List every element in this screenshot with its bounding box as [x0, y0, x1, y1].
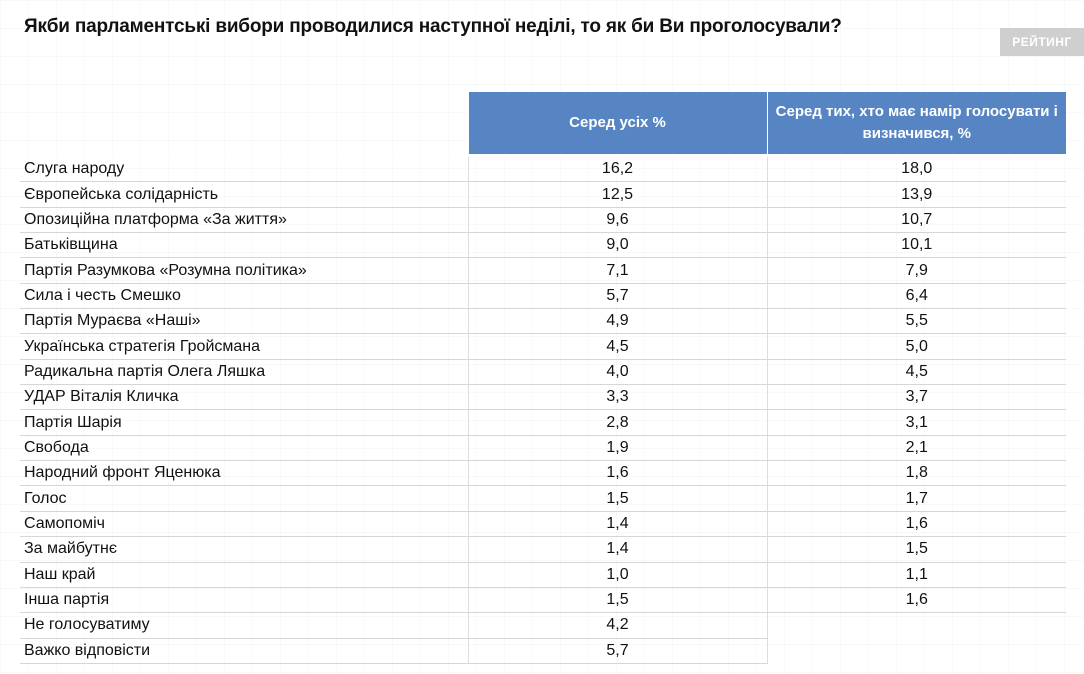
- cell-value: 6,4: [766, 283, 1066, 310]
- cell-value: 1,1: [766, 562, 1066, 588]
- results-table: Серед усіх % Серед тих, хто має намір го…: [20, 92, 1066, 664]
- cell-value: 3,1: [766, 409, 1066, 436]
- table-row: Партія Мураєва «Наші» 4,9 5,5: [20, 308, 1066, 335]
- blank-header: [20, 92, 468, 156]
- row-label: Партія Шарія: [20, 409, 468, 436]
- row-label: Опозиційна платформа «За життя»: [20, 207, 468, 234]
- cell-value: 9,0: [467, 232, 767, 259]
- cell-value: 1,7: [766, 485, 1066, 512]
- row-label: Слуга народу: [20, 153, 468, 183]
- cell-value: 5,7: [467, 638, 767, 664]
- cell-value: 5,0: [766, 333, 1066, 360]
- row-label: УДАР Віталія Кличка: [20, 384, 468, 411]
- row-label: Народний фронт Яценюка: [20, 460, 468, 487]
- row-label: Важко відповісти: [20, 638, 468, 664]
- table-row: Радикальна партія Олега Ляшка 4,0 4,5: [20, 359, 1066, 386]
- row-label: Сила і честь Смешко: [20, 283, 468, 310]
- table-row: Не голосуватиму 4,2: [20, 612, 1066, 639]
- cell-value: 1,5: [766, 536, 1066, 563]
- table-row: Наш край 1,0 1,1: [20, 562, 1066, 588]
- cell-value: 1,5: [467, 485, 767, 512]
- cell-value: 4,9: [467, 308, 767, 335]
- row-label: Партія Мураєва «Наші»: [20, 308, 468, 335]
- cell-value: 1,4: [467, 536, 767, 563]
- empty-cell: [766, 638, 1066, 664]
- row-label: Інша партія: [20, 587, 468, 614]
- header-row: Серед усіх % Серед тих, хто має намір го…: [20, 92, 1066, 156]
- table-row: Українська стратегія Гройсмана 4,5 5,0: [20, 333, 1066, 360]
- cell-value: 1,0: [467, 562, 767, 588]
- cell-value: 1,9: [467, 435, 767, 462]
- row-label: Українська стратегія Гройсмана: [20, 333, 468, 360]
- table-row: УДАР Віталія Кличка 3,3 3,7: [20, 384, 1066, 411]
- table-row: Партія Разумкова «Розумна політика» 7,1 7,…: [20, 257, 1066, 284]
- cell-value: 16,2: [467, 153, 767, 183]
- cell-value: 7,9: [766, 257, 1066, 284]
- cell-value: 4,2: [467, 612, 767, 639]
- table-row: Слуга народу 16,2 18,0: [20, 153, 1066, 183]
- table-row: Опозиційна платформа «За життя» 9,6 10,7: [20, 207, 1066, 234]
- table-row: Важко відповісти 5,7: [20, 638, 1066, 664]
- empty-cell: [766, 612, 1066, 639]
- table-row: Народний фронт Яценюка 1,6 1,8: [20, 460, 1066, 487]
- cell-value: 12,5: [467, 181, 767, 208]
- column-header: Серед усіх %: [467, 92, 767, 156]
- table-row: Сила і честь Смешко 5,7 6,4: [20, 283, 1066, 310]
- table-row: Голос 1,5 1,7: [20, 485, 1066, 512]
- row-label: Радикальна партія Олега Ляшка: [20, 359, 468, 386]
- logo: РЕЙТИНГ: [1000, 28, 1084, 56]
- row-label: Самопоміч: [20, 511, 468, 538]
- cell-value: 4,5: [467, 333, 767, 360]
- row-label: За майбутнє: [20, 536, 468, 563]
- row-label: Свобода: [20, 435, 468, 462]
- row-label: Не голосуватиму: [20, 612, 468, 639]
- table-row: За майбутнє 1,4 1,5: [20, 536, 1066, 563]
- cell-value: 10,7: [766, 207, 1066, 234]
- cell-value: 10,1: [766, 232, 1066, 259]
- cell-value: 1,6: [766, 587, 1066, 614]
- cell-value: 5,5: [766, 308, 1066, 335]
- cell-value: 2,1: [766, 435, 1066, 462]
- row-label: Наш край: [20, 562, 468, 588]
- cell-value: 1,6: [766, 511, 1066, 538]
- title: Якби парламентські вибори проводилися на…: [24, 16, 842, 37]
- cell-value: 18,0: [766, 153, 1066, 183]
- cell-value: 1,6: [467, 460, 767, 487]
- cell-value: 4,0: [467, 359, 767, 386]
- cell-value: 1,4: [467, 511, 767, 538]
- row-label: Голос: [20, 485, 468, 512]
- cell-value: 13,9: [766, 181, 1066, 208]
- row-label: Партія Разумкова «Розумна політика»: [20, 257, 468, 284]
- table-row: Інша партія 1,5 1,6: [20, 587, 1066, 614]
- table-row: Самопоміч 1,4 1,6: [20, 511, 1066, 538]
- cell-value: 1,8: [766, 460, 1066, 487]
- cell-value: 3,3: [467, 384, 767, 411]
- column-header: Серед тих, хто має намір голосувати і ви…: [766, 92, 1066, 156]
- row-label: Батьківщина: [20, 232, 468, 259]
- table-row: Європейська солідарність 12,5 13,9: [20, 181, 1066, 208]
- table-row: Партія Шарія 2,8 3,1: [20, 409, 1066, 436]
- cell-value: 4,5: [766, 359, 1066, 386]
- table-row: Батьківщина 9,0 10,1: [20, 232, 1066, 259]
- cell-value: 1,5: [467, 587, 767, 614]
- table-row: Свобода 1,9 2,1: [20, 435, 1066, 462]
- cell-value: 7,1: [467, 257, 767, 284]
- cell-value: 5,7: [467, 283, 767, 310]
- cell-value: 3,7: [766, 384, 1066, 411]
- row-label: Європейська солідарність: [20, 181, 468, 208]
- cell-value: 2,8: [467, 409, 767, 436]
- cell-value: 9,6: [467, 207, 767, 234]
